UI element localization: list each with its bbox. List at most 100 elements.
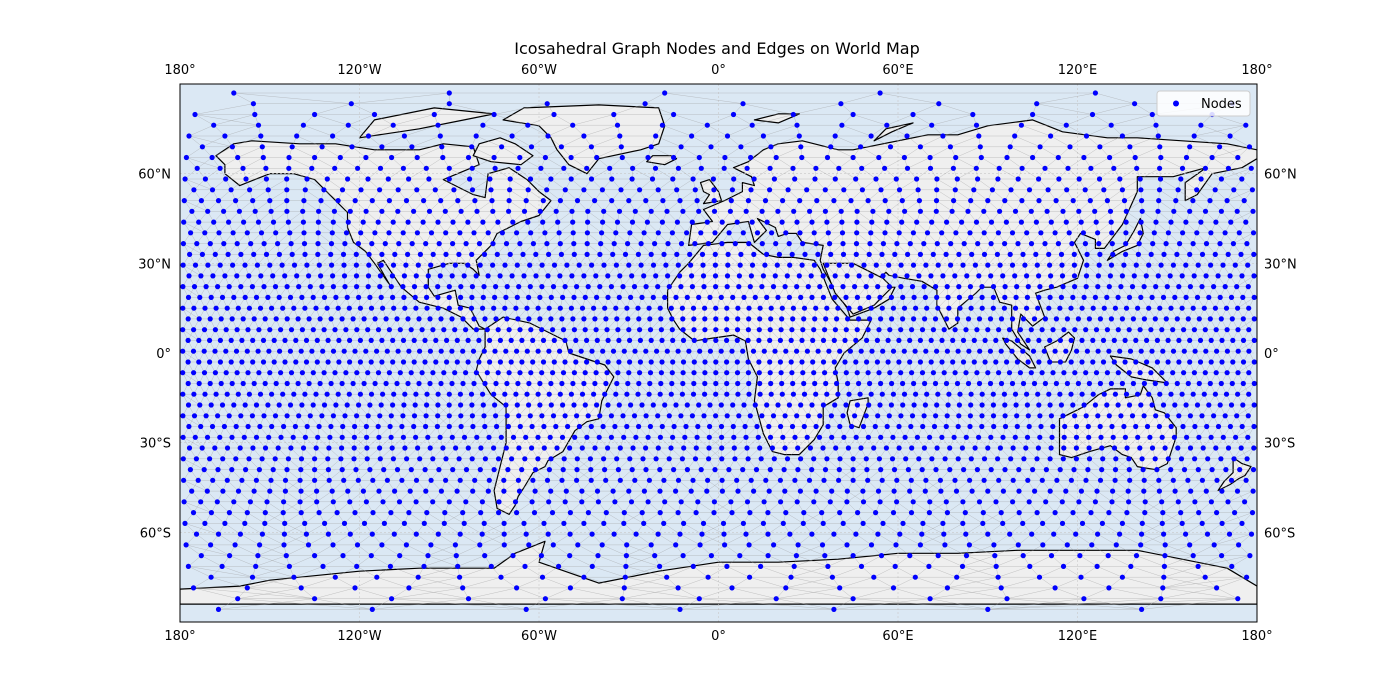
graph-edge	[871, 135, 891, 147]
graph-edge	[501, 146, 520, 158]
graph-edge	[912, 103, 939, 115]
graph-edge	[920, 211, 932, 223]
graph-edge	[742, 103, 794, 115]
graph-edge	[374, 114, 394, 126]
graph-edge	[732, 189, 749, 201]
graph-edge	[526, 200, 541, 212]
graph-edge	[269, 189, 287, 201]
graph-edge	[826, 211, 842, 223]
graph-edge	[936, 200, 953, 212]
graph-edge	[314, 114, 349, 126]
graph-edge	[1160, 157, 1183, 169]
graph-edge	[796, 211, 810, 223]
graph-edge	[391, 157, 404, 169]
graph-edge	[748, 200, 763, 212]
graph-edge	[440, 189, 455, 201]
graph-edge	[1095, 92, 1135, 104]
graph-edge	[1069, 221, 1082, 233]
graph-edge	[347, 178, 362, 190]
graph-edge	[194, 114, 259, 126]
graph-edge	[710, 135, 728, 147]
graph-edge	[936, 168, 954, 180]
graph-edge	[340, 157, 358, 169]
graph-edge	[814, 221, 828, 233]
graph-edge	[553, 114, 573, 126]
graph-edge	[510, 178, 529, 190]
graph-edge	[931, 114, 973, 126]
graph-edge	[615, 232, 628, 244]
graph-edge	[724, 157, 748, 169]
graph-edge	[680, 146, 700, 158]
graph-edge	[676, 178, 694, 190]
graph-edge	[1066, 211, 1079, 223]
graph-edge	[867, 189, 882, 201]
graph-edge	[885, 189, 900, 201]
graph-edge	[938, 103, 973, 115]
graph-edge	[186, 146, 203, 158]
graph-edge	[571, 178, 585, 190]
graph-edge	[230, 178, 247, 190]
graph-edge	[1092, 114, 1112, 126]
graph-edge	[1067, 157, 1085, 169]
graph-edge	[591, 135, 620, 147]
graph-edge	[1081, 211, 1095, 223]
graph-edge	[906, 125, 932, 137]
graph-edge	[561, 135, 584, 147]
graph-edge	[323, 189, 339, 201]
graph-edge	[408, 168, 427, 180]
graph-edge	[727, 135, 742, 147]
graph-edge	[225, 168, 244, 180]
graph-edge	[509, 189, 527, 201]
graph-edge	[861, 168, 877, 180]
graph-edge	[303, 200, 319, 212]
graph-edge	[1209, 200, 1222, 212]
graph-edge	[770, 135, 800, 147]
graph-edge	[856, 221, 871, 233]
graph-edge	[1066, 114, 1093, 126]
graph-edge	[184, 168, 198, 180]
graph-edge	[936, 178, 956, 190]
graph-edge	[699, 146, 712, 158]
graph-edge	[904, 200, 920, 212]
graph-edge	[482, 125, 513, 137]
graph-edge	[1078, 200, 1091, 212]
graph-edge	[997, 178, 1012, 190]
graph-edge	[1182, 168, 1202, 180]
graph-edge	[417, 146, 442, 158]
graph-edge	[237, 146, 263, 158]
graph-edge	[235, 189, 250, 201]
graph-edge	[1050, 125, 1067, 137]
graph-edge	[930, 146, 951, 158]
graph-edge	[212, 146, 233, 158]
graph-edge	[449, 103, 495, 115]
graph-edge	[1066, 178, 1080, 190]
graph-edge	[1212, 146, 1250, 158]
graph-edge	[1140, 168, 1160, 180]
graph-edge	[1158, 200, 1174, 212]
graph-edge	[787, 189, 800, 201]
graph-edge	[305, 189, 322, 201]
graph-edge	[531, 135, 549, 147]
graph-edge	[1192, 200, 1206, 212]
graph-edge	[840, 103, 854, 115]
graph-edge	[472, 168, 491, 180]
graph-edge	[320, 200, 335, 212]
graph-edge	[494, 103, 548, 115]
graph-edge	[351, 103, 375, 115]
graph-edge	[1050, 135, 1071, 147]
graph-edge	[453, 178, 470, 190]
graph-edge	[224, 125, 259, 137]
graph-edge	[527, 125, 549, 137]
graph-edge	[655, 157, 674, 169]
graph-edge	[793, 103, 841, 115]
graph-edge	[1228, 168, 1242, 180]
graph-edge	[530, 221, 543, 233]
graph-edge	[727, 125, 753, 137]
graph-edge	[1215, 189, 1228, 201]
graph-edge	[351, 146, 367, 158]
graph-edge	[292, 146, 315, 158]
graph-edge	[245, 168, 266, 180]
graph-edge	[545, 157, 564, 169]
graph-edge	[558, 221, 573, 233]
graph-edge	[255, 200, 270, 212]
